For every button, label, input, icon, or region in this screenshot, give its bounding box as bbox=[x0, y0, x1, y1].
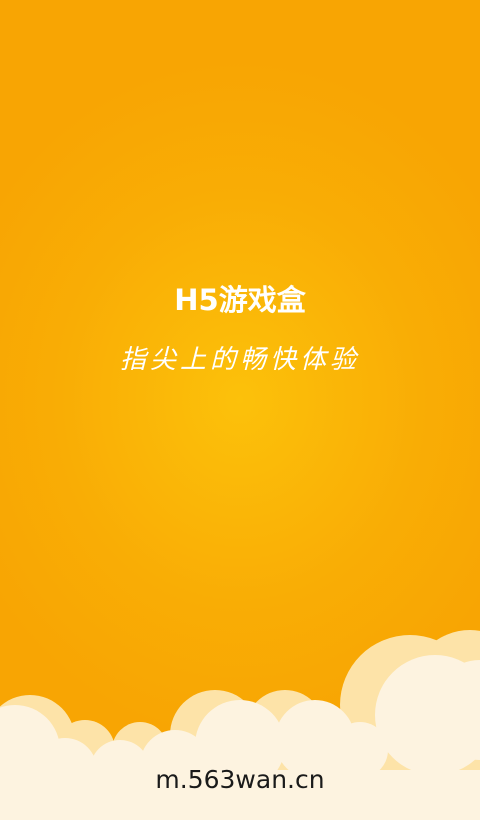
slogan-text: 指尖上的畅快体验 bbox=[119, 345, 360, 375]
app-title: H5游戏盒 bbox=[174, 283, 306, 317]
site-url: m.563wan.cn bbox=[155, 765, 325, 794]
cloud-decoration bbox=[0, 630, 480, 820]
